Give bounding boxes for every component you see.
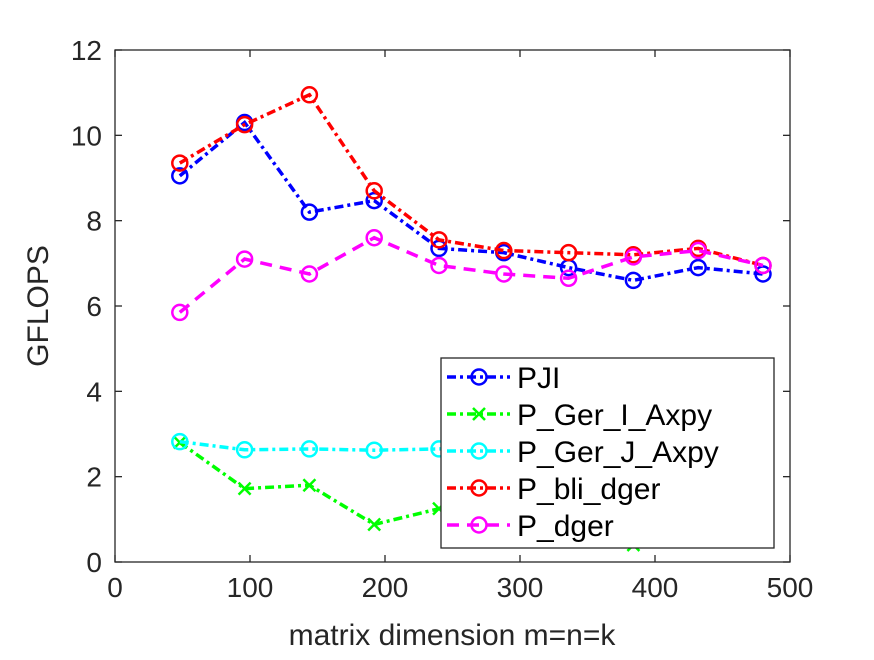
- data-point: [365, 182, 383, 200]
- data-point: [754, 265, 772, 283]
- data-point: [365, 228, 383, 247]
- data-point: [237, 481, 252, 496]
- legend-label: P_Ger_I_Axpy: [517, 399, 712, 432]
- series-P_dger: [171, 228, 772, 322]
- legend-label: P_bli_dger: [517, 473, 660, 506]
- series-line: [178, 235, 764, 314]
- data-point: [430, 231, 448, 249]
- legend-marker: [470, 368, 488, 386]
- data-point: [689, 241, 707, 260]
- data-point: [235, 250, 254, 268]
- series-line: [178, 119, 764, 283]
- legend-label: PJI: [517, 362, 560, 395]
- legend-item: P_bli_dger: [447, 473, 660, 506]
- data-point: [365, 191, 383, 210]
- legend-marker: [470, 442, 488, 460]
- data-point: [171, 167, 189, 185]
- data-point: [302, 478, 317, 493]
- y-axis-label: GFLOPS: [22, 245, 55, 367]
- data-point: [365, 441, 383, 459]
- y-tick-label: 6: [86, 291, 102, 322]
- data-point: [300, 203, 319, 221]
- data-point: [235, 115, 254, 134]
- legend-marker: [470, 479, 488, 497]
- series-line: [178, 92, 764, 268]
- data-point: [624, 271, 643, 290]
- data-point: [171, 432, 189, 451]
- x-tick-label: 500: [767, 572, 814, 603]
- data-point: [235, 441, 254, 459]
- x-tick-label: 200: [362, 572, 409, 603]
- legend: PJI P_Ger_I_Axpy P_Ger_J_Axpy P_bli_dger P_d…: [440, 357, 775, 549]
- legend-box: [440, 357, 775, 549]
- legend-item: PJI: [447, 362, 560, 395]
- x-tick-label: 0: [107, 572, 123, 603]
- data-point: [559, 269, 578, 288]
- y-tick-label: 0: [86, 547, 102, 578]
- data-point: [559, 243, 578, 262]
- data-point: [367, 517, 382, 532]
- legend-item: P_dger: [447, 510, 614, 543]
- data-point: [171, 303, 189, 322]
- legend-marker: [470, 516, 488, 534]
- y-tick-label: 8: [86, 206, 102, 237]
- legend-label: P_Ger_J_Axpy: [517, 436, 719, 469]
- data-point: [495, 241, 513, 260]
- x-tick-label: 400: [632, 572, 679, 603]
- data-point: [624, 248, 643, 266]
- legend-marker: [472, 407, 486, 421]
- data-point: [495, 265, 513, 283]
- x-axis-label: matrix dimension m=n=k: [289, 619, 617, 652]
- data-point: [430, 256, 448, 275]
- y-tick-label: 4: [86, 376, 102, 407]
- y-tick-label: 2: [86, 462, 102, 493]
- legend-item: P_Ger_I_Axpy: [447, 399, 712, 432]
- y-tick-label: 12: [71, 35, 102, 66]
- series-PJI: [171, 113, 772, 290]
- data-point: [171, 154, 189, 172]
- data-point: [300, 440, 319, 458]
- data-point: [689, 258, 707, 277]
- y-tick-label: 10: [71, 120, 102, 151]
- data-point: [754, 256, 772, 275]
- data-point: [300, 86, 319, 104]
- data-point: [300, 265, 319, 283]
- x-tick-label: 100: [227, 572, 274, 603]
- x-tick-label: 300: [497, 572, 544, 603]
- legend-item: P_Ger_J_Axpy: [447, 436, 719, 469]
- series-P_bli_dger: [171, 86, 772, 275]
- legend-label: P_dger: [517, 510, 614, 543]
